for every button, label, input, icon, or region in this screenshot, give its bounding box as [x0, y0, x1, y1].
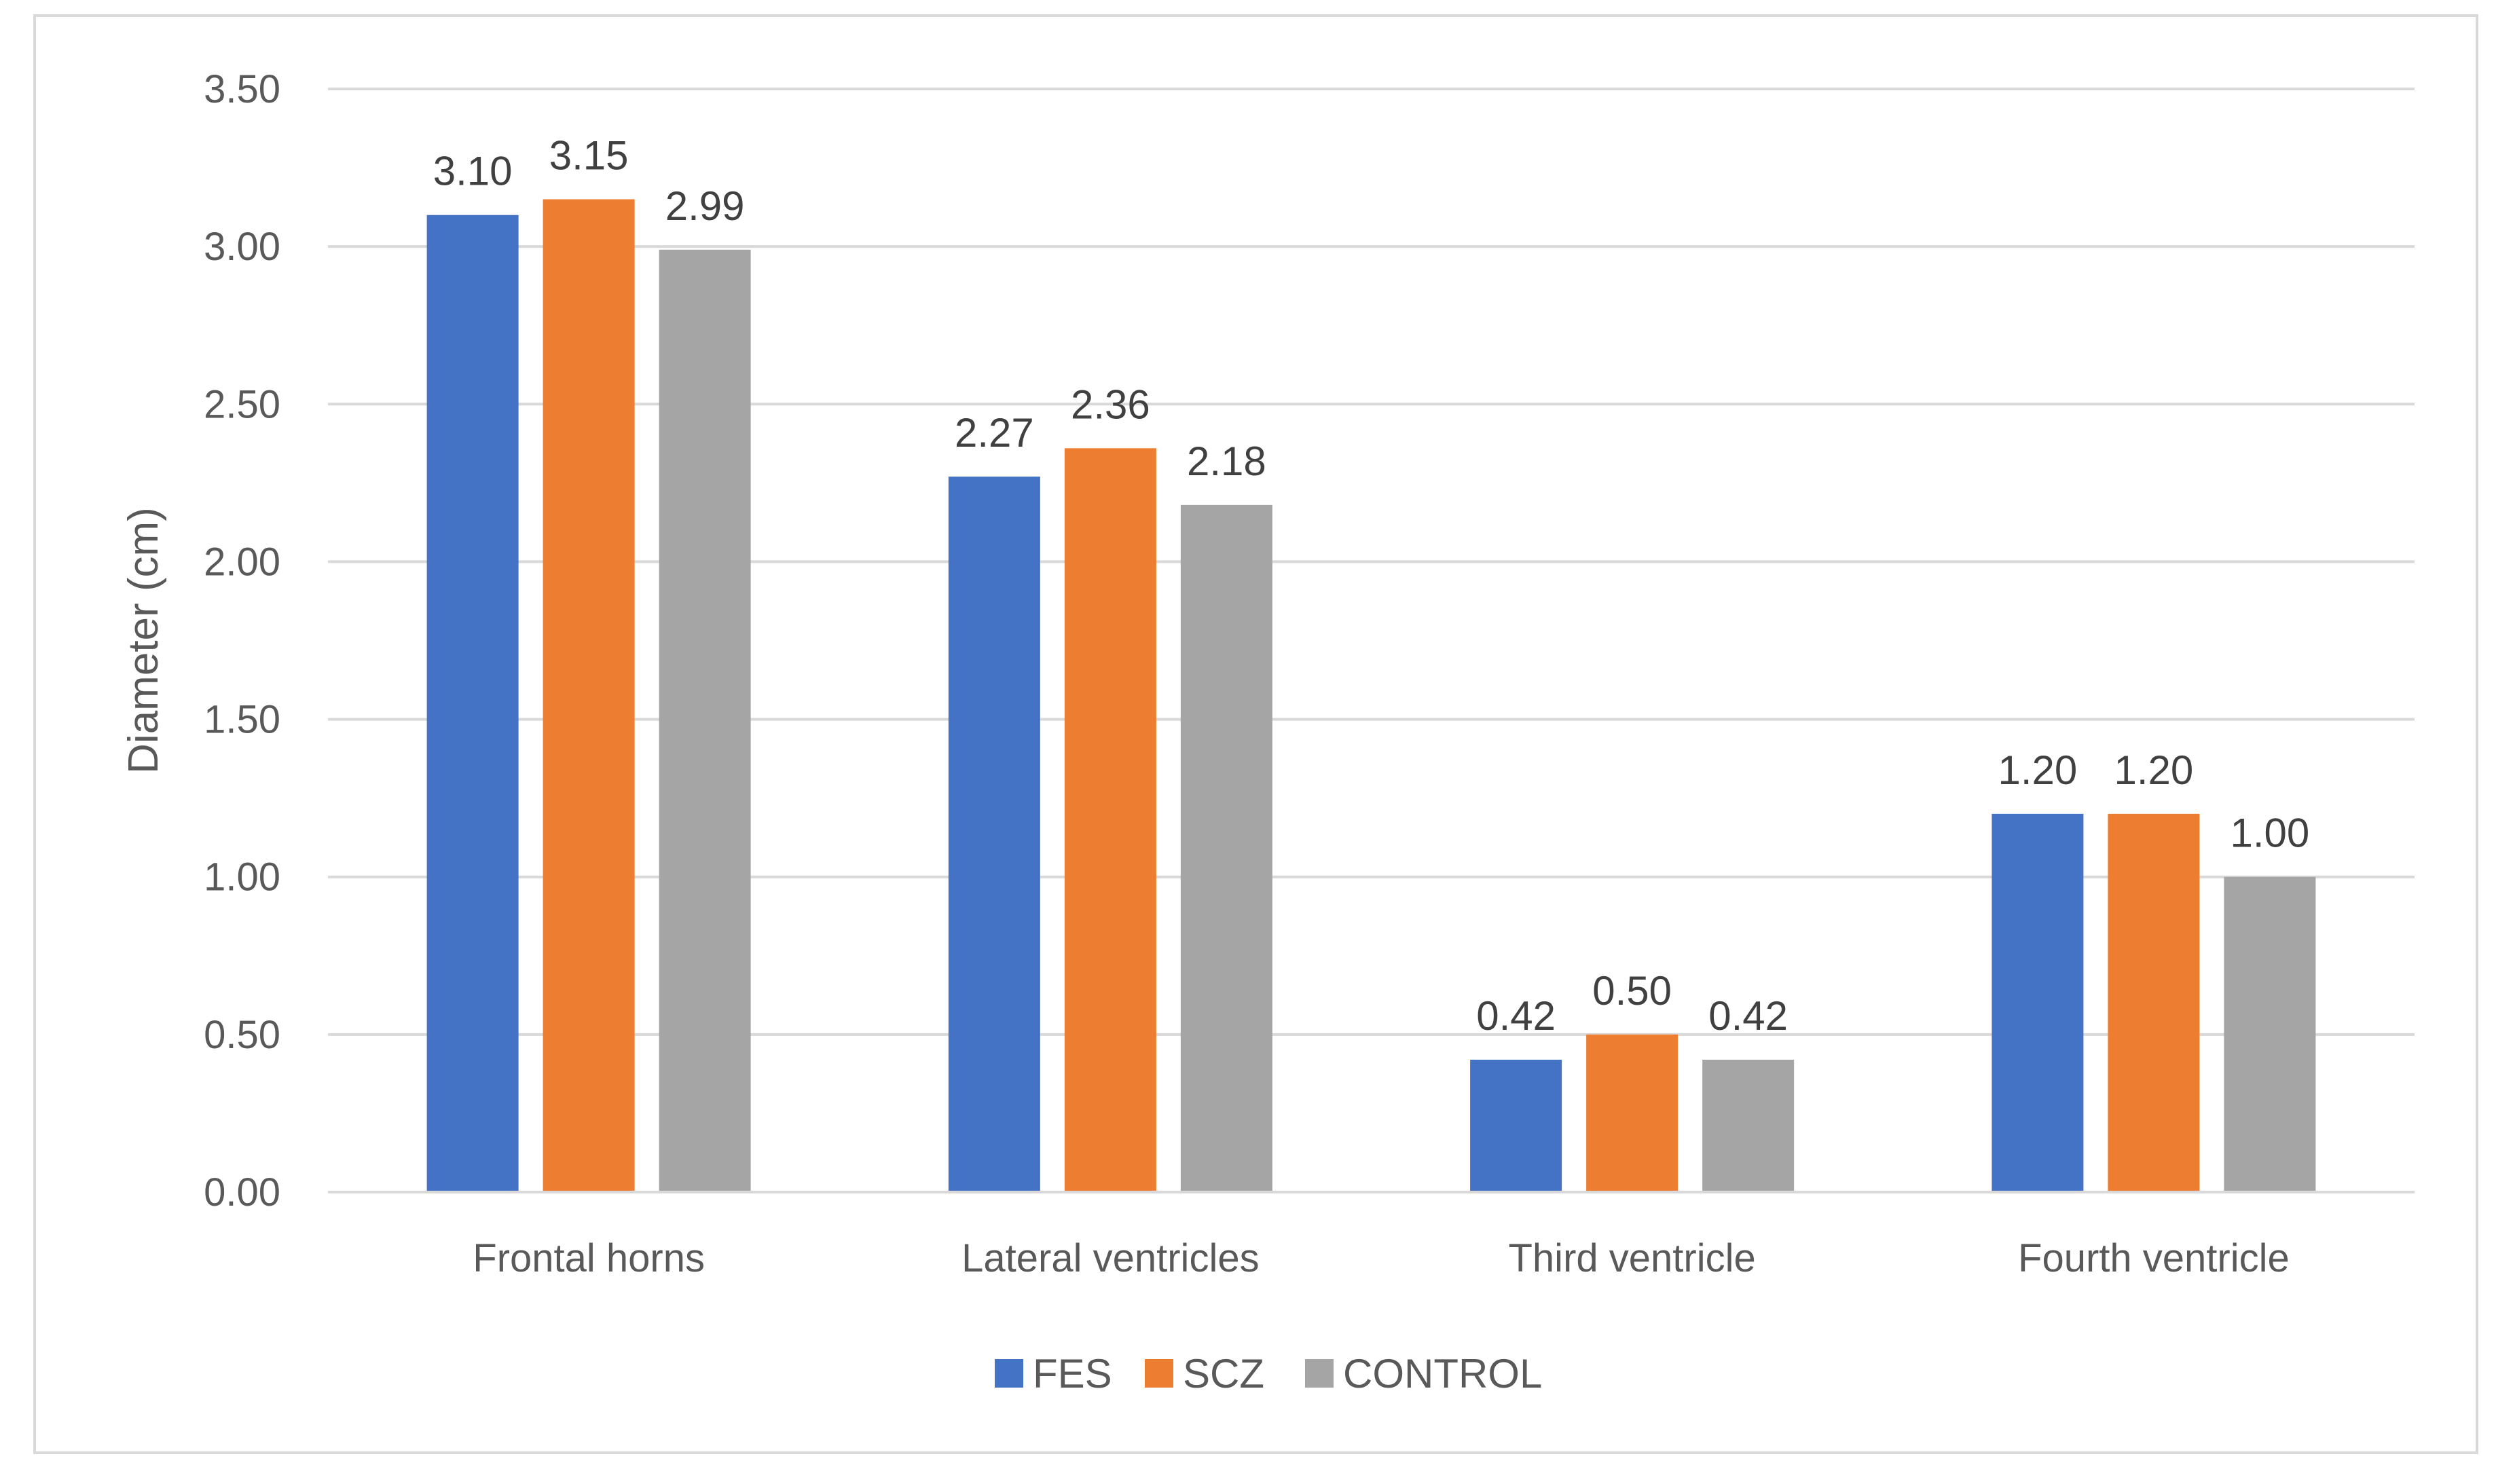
data-label-control-4: 1.00	[2230, 811, 2309, 856]
bar-scz-2	[1064, 448, 1156, 1193]
y-tick-label: 2.50	[204, 382, 280, 426]
data-label-scz-3: 0.50	[1592, 968, 1672, 1014]
bar-control-3	[1702, 1060, 1795, 1192]
y-tick-label: 3.50	[204, 67, 280, 111]
legend-swatch-control	[1305, 1359, 1334, 1388]
y-tick-label: 3.00	[204, 225, 280, 269]
bar-scz-3	[1586, 1034, 1679, 1192]
legend-swatch-fes	[995, 1359, 1023, 1388]
data-label-fes-3: 0.42	[1476, 993, 1556, 1039]
bar-fes-4	[1992, 813, 2084, 1192]
bar-fes-2	[948, 477, 1040, 1192]
bar-control-4	[2224, 876, 2316, 1192]
legend-swatch-scz	[1145, 1359, 1173, 1388]
legend-label-control: CONTROL	[1343, 1351, 1542, 1396]
data-label-scz-4: 1.20	[2114, 747, 2193, 793]
bars	[426, 199, 2316, 1193]
data-labels: 3.10 3.15 2.99 2.27 2.36 2.18 0.42 0.50 0.42 1.20…	[433, 133, 2310, 1039]
data-label-fes-4: 1.20	[1998, 747, 2077, 793]
data-label-fes-2: 2.27	[955, 410, 1034, 456]
x-tick-label: Frontal horns	[473, 1236, 705, 1280]
legend: FES SCZ CONTROL	[995, 1351, 1542, 1396]
bar-control-2	[1180, 504, 1272, 1192]
legend-label-fes: FES	[1033, 1351, 1112, 1396]
x-tick-label: Lateral ventricles	[961, 1236, 1259, 1280]
bar-control-1	[659, 249, 751, 1193]
y-tick-label: 1.50	[204, 698, 280, 742]
data-label-control-3: 0.42	[1708, 993, 1788, 1039]
bar-fes-3	[1470, 1060, 1562, 1192]
legend-label-scz: SCZ	[1183, 1351, 1264, 1396]
bar-scz-4	[2108, 813, 2200, 1192]
x-axis-ticks: Frontal horns Lateral ventricles Third ven…	[473, 1236, 2289, 1280]
y-axis-title: Diameter (cm)	[120, 507, 167, 774]
y-axis-ticks: 0.00 0.50 1.00 1.50 2.00 2.50 3.00 3.50	[204, 67, 280, 1214]
y-tick-label: 2.00	[204, 540, 280, 584]
data-label-fes-1: 3.10	[433, 149, 513, 194]
x-tick-label: Third ventricle	[1509, 1236, 1756, 1280]
x-tick-label: Fourth ventricle	[2018, 1236, 2290, 1280]
y-tick-label: 0.50	[204, 1013, 280, 1057]
bar-scz-1	[543, 199, 635, 1192]
data-label-control-1: 2.99	[665, 183, 745, 229]
gridlines	[328, 88, 2415, 1036]
data-label-scz-1: 3.15	[549, 133, 629, 179]
y-tick-label: 0.00	[204, 1170, 280, 1214]
data-label-scz-2: 2.36	[1071, 382, 1150, 427]
y-tick-label: 1.00	[204, 855, 280, 899]
bar-fes-1	[426, 215, 519, 1192]
data-label-control-2: 2.18	[1187, 439, 1266, 484]
